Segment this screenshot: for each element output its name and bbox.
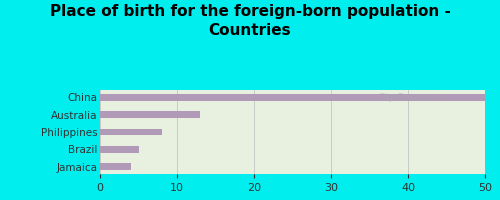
Bar (100, 146, 138, 153)
Text: City-Data.com: City-Data.com (377, 93, 441, 102)
Text: Place of birth for the foreign-born population -
Countries: Place of birth for the foreign-born popu… (50, 4, 450, 38)
Bar (100, 111, 200, 118)
Bar (100, 129, 162, 135)
Bar (100, 94, 485, 101)
Bar (100, 163, 131, 170)
